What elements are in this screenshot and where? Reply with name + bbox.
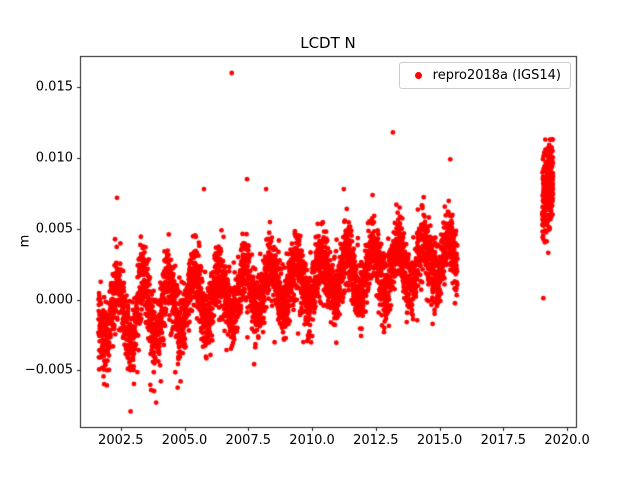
y-tick-label: 0.010 bbox=[35, 150, 73, 166]
x-tick-label: 2020.0 bbox=[544, 433, 590, 448]
y-tick-label: 0.005 bbox=[35, 221, 73, 237]
chart-title: LCDT N bbox=[300, 34, 356, 52]
x-tick-label: 2002.5 bbox=[98, 433, 144, 448]
x-tick-label: 2015.0 bbox=[416, 433, 463, 448]
y-tick-label: 0.000 bbox=[35, 292, 73, 308]
x-tick-label: 2010.0 bbox=[289, 433, 335, 448]
legend-label: repro2018a (IGS14) bbox=[432, 68, 561, 83]
y-axis-label: m bbox=[17, 234, 33, 248]
x-tick-label: 2005.0 bbox=[161, 433, 208, 448]
y-tick-label: 0.015 bbox=[35, 79, 73, 95]
legend: repro2018a (IGS14) bbox=[398, 62, 571, 89]
x-tick-label: 2007.5 bbox=[225, 433, 272, 448]
x-tick-label: 2017.5 bbox=[480, 433, 527, 448]
legend-marker-dot bbox=[414, 72, 422, 79]
x-tick-label: 2012.5 bbox=[353, 433, 399, 448]
y-tick-label: −0.005 bbox=[24, 362, 73, 378]
